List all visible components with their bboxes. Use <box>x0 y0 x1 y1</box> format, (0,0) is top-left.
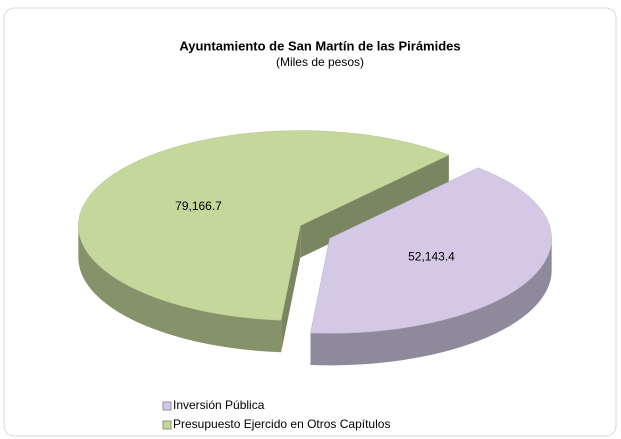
slice-face <box>281 225 301 353</box>
slice <box>310 167 552 334</box>
slice-side <box>310 238 552 366</box>
chart-title: Ayuntamiento de San Martín de las Pirámi… <box>179 38 460 53</box>
legend-swatch <box>162 420 172 430</box>
legend-label: Inversión Pública <box>173 398 265 412</box>
slice-side <box>78 225 282 353</box>
slice <box>78 130 450 321</box>
chart-subtitle: (Miles de pesos) <box>276 55 364 69</box>
slice-face <box>300 155 449 258</box>
data-label: 79,166.7 <box>175 199 222 213</box>
legend-swatch <box>162 401 172 411</box>
data-label: 52,143.4 <box>408 249 455 263</box>
legend-label: Presupuesto Ejercido en Otros Capítulos <box>173 417 390 431</box>
